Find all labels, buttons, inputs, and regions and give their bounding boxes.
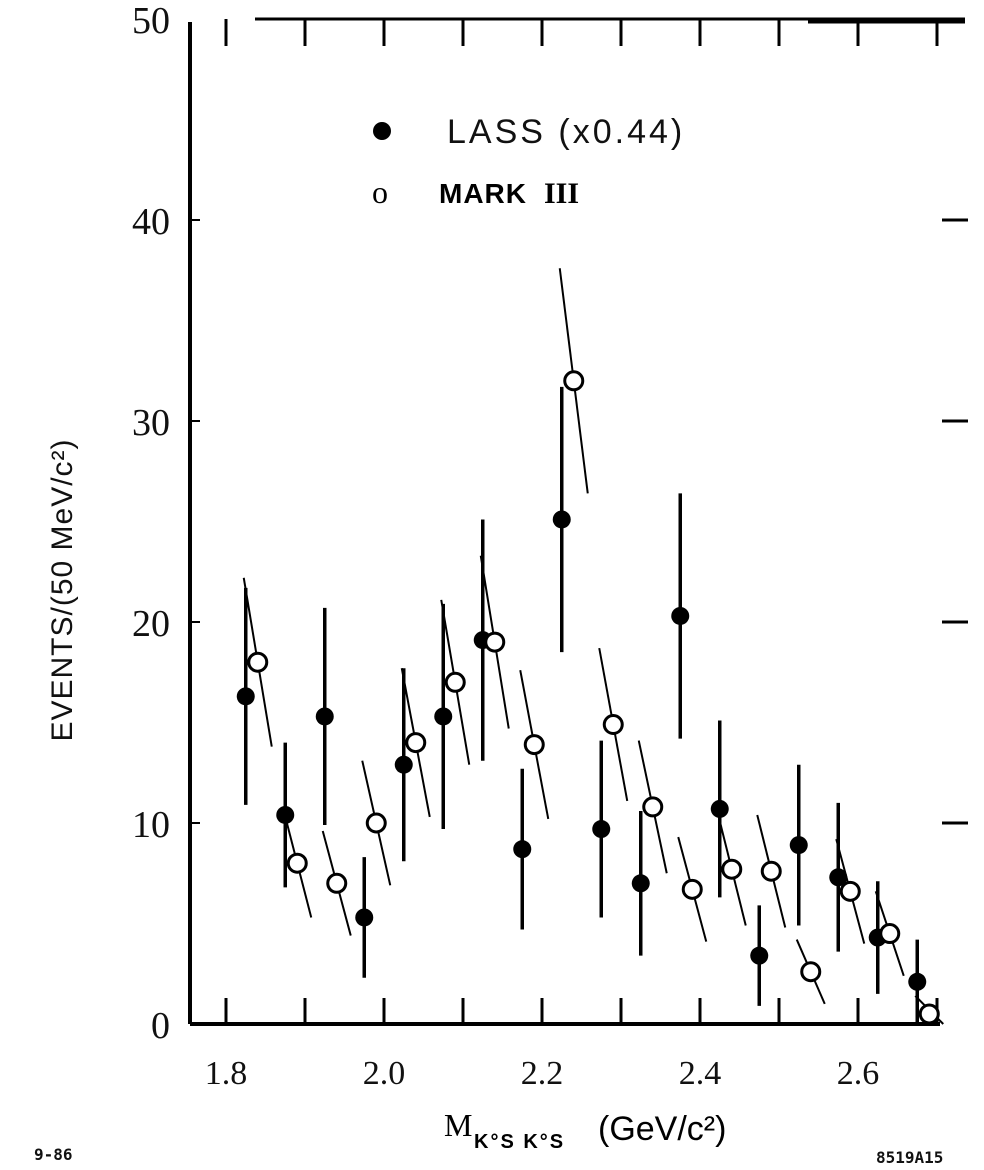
data-point-mark3: [602, 714, 624, 736]
data-point-lass: [710, 799, 729, 818]
data-point-lass: [236, 687, 255, 706]
x-axis-label-unit: (GeV/c²): [598, 1110, 726, 1148]
data-point-lass: [315, 707, 334, 726]
data-point-mark3: [879, 923, 901, 945]
data-point-mark3: [681, 878, 703, 900]
axis-ticks: [190, 19, 968, 1024]
legend-label-mark3-roman: III: [544, 177, 579, 210]
data-point-mark3: [800, 961, 822, 983]
data-point-mark3: [405, 732, 427, 754]
legend-marker-lass: [373, 122, 391, 140]
data-point-lass: [789, 836, 808, 855]
data-point-lass: [552, 510, 571, 529]
data-point-lass: [829, 868, 848, 887]
data-point-mark3: [286, 852, 308, 874]
data-point-mark3: [247, 651, 269, 673]
data-point-lass: [631, 874, 650, 893]
y-tick-label: 10: [132, 804, 170, 846]
y-tick-label: 50: [132, 0, 170, 42]
data-point-mark3: [484, 631, 506, 653]
y-tick-label: 0: [151, 1005, 170, 1047]
data-point-lass: [671, 606, 690, 625]
x-tick-label: 2.4: [679, 1055, 722, 1092]
legend: LASS (x0.44) o MARK III: [372, 113, 685, 210]
x-tick-label: 2.2: [521, 1055, 564, 1092]
y-tick-label: 40: [132, 201, 170, 243]
axis-tick-labels: 0 10 20 30 40 50 1.8 2.0 2.2 2.4 2.6: [132, 0, 879, 1092]
x-tick-label: 1.8: [205, 1055, 248, 1092]
plot-frame: [188, 17, 965, 1026]
legend-label-mark3-prefix: MARK: [439, 178, 527, 209]
data-point-mark3: [444, 671, 466, 693]
x-tick-label: 2.0: [363, 1055, 406, 1092]
figure-id-label: 8519A15: [876, 1148, 943, 1167]
data-point-lass: [592, 820, 611, 839]
data-point-lass: [750, 946, 769, 965]
x-axis-label: M K°S K°S (GeV/c²): [444, 1107, 726, 1153]
data-point-lass: [908, 972, 927, 991]
x-axis-label-subscript: K°S K°S: [474, 1131, 565, 1153]
data-point-mark3: [760, 860, 782, 882]
data-point-mark3: [721, 858, 743, 880]
data-point-mark3: [523, 734, 545, 756]
data-point-mark3: [918, 1003, 940, 1025]
x-axis-label-symbol: M: [444, 1107, 472, 1143]
data-point-lass: [513, 840, 532, 859]
data-point-lass: [394, 755, 413, 774]
data-point-mark3: [642, 796, 664, 818]
figure-date-label: 9-86: [34, 1145, 73, 1164]
data-point-mark3: [563, 370, 585, 392]
y-tick-label: 30: [132, 402, 170, 444]
legend-marker-mark3: o: [372, 174, 388, 210]
error-bars: [242, 268, 944, 1025]
legend-label-lass: LASS (x0.44): [447, 113, 685, 151]
data-markers: [236, 370, 940, 1025]
y-axis-label: EVENTS/(50 MeV/c²): [46, 438, 79, 741]
data-point-mark3: [839, 880, 861, 902]
y-tick-label: 20: [132, 603, 170, 645]
data-point-mark3: [326, 872, 348, 894]
data-point-lass: [276, 805, 295, 824]
data-point-lass: [434, 707, 453, 726]
data-point-mark3: [365, 812, 387, 834]
x-tick-label: 2.6: [837, 1055, 880, 1092]
data-point-lass: [355, 908, 374, 927]
